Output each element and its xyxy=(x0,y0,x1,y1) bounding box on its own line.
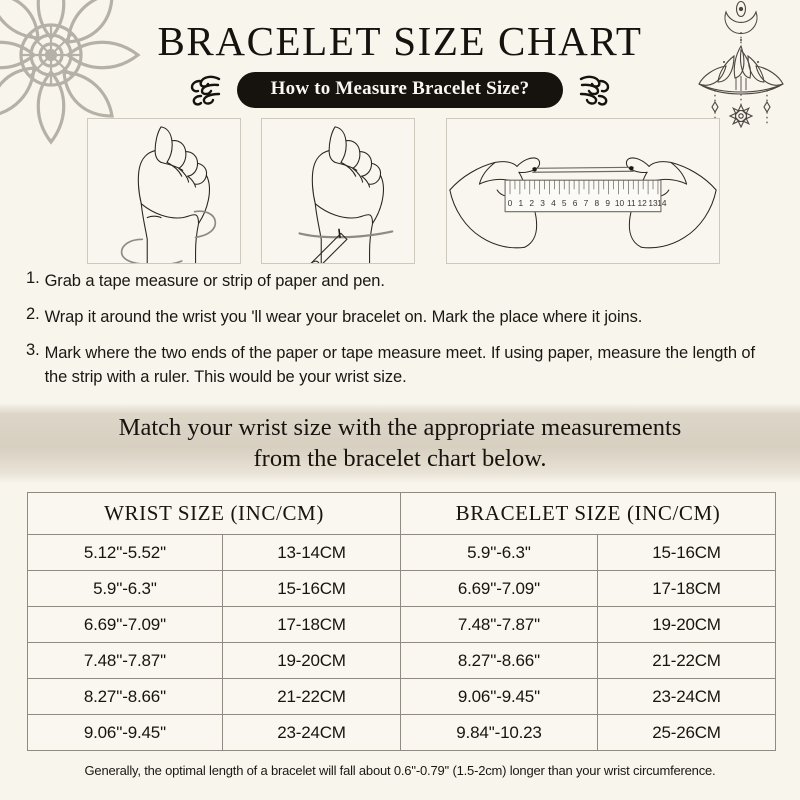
cell-wrist-inch: 8.27''-8.66'' xyxy=(27,678,223,715)
footnote: Generally, the optimal length of a brace… xyxy=(84,763,716,778)
cell-wrist-cm: 17-18CM xyxy=(222,606,401,643)
table-row: 9.06''-9.45'' 23-24CM 9.84''-10.23 25-26… xyxy=(27,714,776,751)
cell-bracelet-inch: 5.9''-6.3'' xyxy=(400,534,598,571)
table-header-row: WRIST SIZE (INC/CM) BRACELET SIZE (INC/C… xyxy=(27,492,776,535)
table-row: 5.9''-6.3'' 15-16CM 6.69''-7.09'' 17-18C… xyxy=(27,570,776,607)
step-text: Mark where the two ends of the paper or … xyxy=(44,343,756,386)
match-band-text: Match your wrist size with the appropria… xyxy=(95,412,706,475)
step-number: 3. xyxy=(26,340,40,359)
page-title: BRACELET SIZE CHART xyxy=(157,18,643,64)
cell-bracelet-cm: 15-16CM xyxy=(597,534,776,571)
svg-text:5: 5 xyxy=(562,198,567,208)
table-row: 6.69''-7.09'' 17-18CM 7.48''-7.87'' 19-2… xyxy=(27,606,776,643)
instruction-steps: 1. Grab a tape measure or strip of paper… xyxy=(26,270,778,402)
cell-wrist-cm: 21-22CM xyxy=(222,678,401,715)
ruler-ticks xyxy=(509,179,659,195)
svg-text:4: 4 xyxy=(551,198,556,208)
svg-text:8: 8 xyxy=(594,198,599,208)
table-row: 8.27''-8.66'' 21-22CM 9.06''-9.45'' 23-2… xyxy=(27,678,776,715)
cell-bracelet-inch: 7.48''-7.87'' xyxy=(400,606,598,643)
cell-bracelet-inch: 9.06''-9.45'' xyxy=(400,678,598,715)
cell-wrist-cm: 19-20CM xyxy=(222,642,401,679)
cell-bracelet-inch: 6.69''-7.09'' xyxy=(400,570,598,607)
cell-wrist-inch: 7.48''-7.87'' xyxy=(27,642,223,679)
cell-wrist-inch: 9.06''-9.45'' xyxy=(27,714,223,751)
step-number: 1. xyxy=(26,269,40,287)
cell-wrist-cm: 23-24CM xyxy=(222,714,401,751)
cell-wrist-cm: 15-16CM xyxy=(222,570,401,607)
subtitle-pill: How to Measure Bracelet Size? xyxy=(236,71,564,109)
step-text: Wrap it around the wrist you 'll wear yo… xyxy=(44,307,643,326)
cell-bracelet-cm: 25-26CM xyxy=(597,714,776,751)
svg-text:6: 6 xyxy=(573,198,578,208)
svg-text:14: 14 xyxy=(657,198,667,208)
svg-text:11: 11 xyxy=(627,198,636,208)
cell-wrist-inch: 5.9''-6.3'' xyxy=(27,570,223,607)
flourish-right-icon xyxy=(580,75,610,106)
match-band-line2: from the bracelet chart below. xyxy=(253,445,547,472)
cell-bracelet-inch: 8.27''-8.66'' xyxy=(400,642,598,679)
illustration-box-2 xyxy=(261,118,415,264)
step-text: Grab a tape measure or strip of paper an… xyxy=(44,272,385,290)
step-number: 2. xyxy=(26,304,40,323)
svg-text:0: 0 xyxy=(508,198,513,208)
svg-text:3: 3 xyxy=(540,198,545,208)
flourish-left-icon xyxy=(190,75,220,106)
cell-bracelet-inch: 9.84''-10.23 xyxy=(400,714,598,751)
instruction-step: 3. Mark where the two ends of the paper … xyxy=(26,342,778,390)
svg-text:12: 12 xyxy=(638,198,648,208)
instruction-step: 1. Grab a tape measure or strip of paper… xyxy=(26,270,778,294)
cell-bracelet-cm: 19-20CM xyxy=(597,606,776,643)
svg-text:10: 10 xyxy=(615,198,625,208)
cell-wrist-inch: 6.69''-7.09'' xyxy=(27,606,223,643)
illustration-box-1 xyxy=(87,118,241,264)
svg-text:2: 2 xyxy=(529,198,534,208)
svg-text:1: 1 xyxy=(519,198,524,208)
cell-bracelet-cm: 17-18CM xyxy=(597,570,776,607)
instruction-step: 2. Wrap it around the wrist you 'll wear… xyxy=(26,306,778,330)
size-table-wrapper: WRIST SIZE (INC/CM) BRACELET SIZE (INC/C… xyxy=(27,492,776,751)
match-band-line1: Match your wrist size with the appropria… xyxy=(118,413,682,441)
cell-bracelet-cm: 21-22CM xyxy=(597,642,776,679)
header-wrist-size: WRIST SIZE (INC/CM) xyxy=(27,492,401,535)
subtitle-row: How to Measure Bracelet Size? xyxy=(0,70,800,110)
match-band: Match your wrist size with the appropria… xyxy=(0,403,800,483)
header-bracelet-size: BRACELET SIZE (INC/CM) xyxy=(400,492,776,535)
svg-text:13: 13 xyxy=(648,198,658,208)
cell-wrist-inch: 5.12''-5.52'' xyxy=(27,534,223,571)
cell-bracelet-cm: 23-24CM xyxy=(597,678,776,715)
size-table: WRIST SIZE (INC/CM) BRACELET SIZE (INC/C… xyxy=(27,492,776,751)
svg-text:9: 9 xyxy=(605,198,610,208)
table-row: 5.12''-5.52'' 13-14CM 5.9''-6.3'' 15-16C… xyxy=(27,534,776,571)
cell-wrist-cm: 13-14CM xyxy=(222,534,401,571)
table-row: 7.48''-7.87'' 19-20CM 8.27''-8.66'' 21-2… xyxy=(27,642,776,679)
svg-text:7: 7 xyxy=(584,198,589,208)
